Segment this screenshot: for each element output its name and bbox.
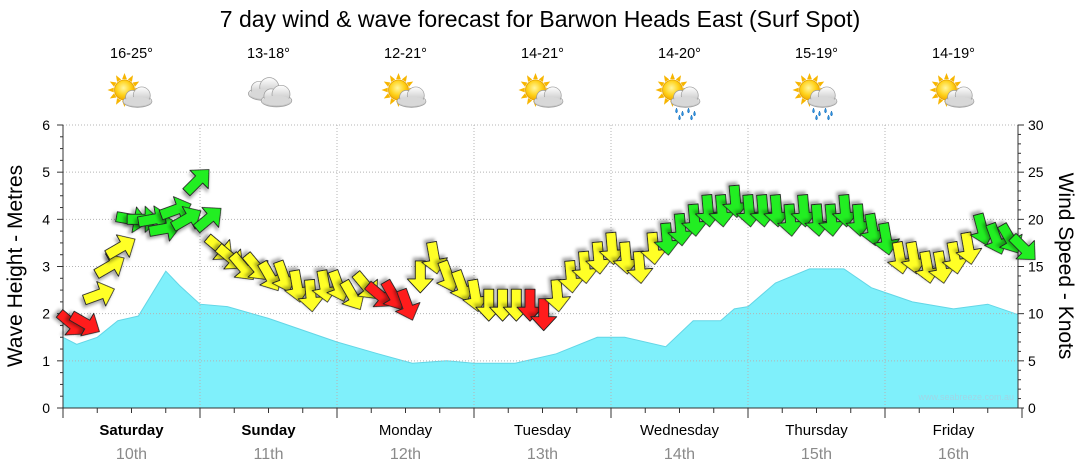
- cloud-shape: [533, 86, 564, 108]
- y-right-tick-label: 10: [1028, 306, 1044, 322]
- wind-arrow-green: [1008, 233, 1036, 261]
- day-name-label: Saturday: [99, 422, 164, 439]
- cloud-icon: [248, 77, 293, 108]
- day-name-label: Monday: [379, 422, 433, 439]
- y-left-tick-label: 6: [42, 117, 50, 133]
- wind-arrow-yellow: [93, 253, 125, 279]
- y-right-tick-label: 30: [1028, 117, 1044, 133]
- y-left-tick-label: 1: [42, 353, 50, 369]
- y-right-tick-label: 0: [1028, 400, 1036, 416]
- day-temperature: 14-19°: [932, 46, 975, 62]
- day-temperature: 13-18°: [247, 46, 290, 62]
- wind-arrow-yellow: [406, 260, 434, 294]
- sun-cloud-icon: [107, 73, 153, 108]
- wave-height-area: [63, 268, 1018, 408]
- wind-arrow-yellow: [955, 231, 983, 265]
- y-right-tick-label: 25: [1028, 164, 1044, 180]
- day-temperature: 12-21°: [384, 46, 427, 62]
- day-temperature: 14-20°: [658, 46, 701, 62]
- day-date-label: 13th: [527, 446, 558, 463]
- y-axis-right-label: Wind Speed - Knots: [1054, 173, 1077, 360]
- y-left-tick-label: 2: [42, 306, 50, 322]
- y-left-tick-label: 3: [42, 259, 50, 275]
- wind-arrow-yellow: [544, 278, 571, 313]
- cloud-shape: [807, 86, 838, 108]
- wind-arrow-yellow: [82, 281, 115, 307]
- wind-arrow-red: [68, 310, 100, 337]
- wind-arrow-red: [530, 298, 558, 332]
- wind-arrow-yellow: [626, 250, 654, 284]
- y-right-tick-label: 15: [1028, 259, 1044, 275]
- day-temperature: 15-19°: [795, 46, 838, 62]
- cloud-shape: [260, 84, 293, 108]
- y-left-tick-label: 4: [42, 211, 50, 227]
- day-name-label: Thursday: [785, 422, 848, 439]
- day-date-label: 15th: [801, 446, 832, 463]
- y-left-tick-label: 0: [42, 400, 50, 416]
- day-name-label: Sunday: [241, 422, 296, 439]
- chart-title: 7 day wind & wave forecast for Barwon He…: [220, 6, 860, 32]
- cloud-shape: [396, 86, 427, 108]
- day-name-label: Tuesday: [514, 422, 571, 439]
- sun-cloud-rain-icon: [792, 73, 838, 121]
- watermark: www.seabreeze.com.au: [917, 392, 1014, 402]
- y-right-tick-label: 20: [1028, 211, 1044, 227]
- rain-drops: [812, 107, 833, 121]
- cloud-shape: [670, 86, 701, 108]
- y-left-tick-label: 5: [42, 164, 50, 180]
- day-temperature: 16-25°: [110, 46, 153, 62]
- day-date-label: 10th: [116, 446, 147, 463]
- day-name-label: Friday: [933, 422, 975, 439]
- wind-arrow-green: [192, 206, 222, 234]
- wind-arrow-red: [395, 287, 421, 321]
- sun-cloud-icon: [518, 73, 564, 108]
- cloud-shape: [122, 86, 153, 108]
- day-date-label: 11th: [254, 446, 284, 463]
- y-axis-left-label: Wave Height - Metres: [4, 165, 27, 367]
- day-date-label: 12th: [390, 446, 421, 463]
- day-name-label: Wednesday: [640, 422, 719, 439]
- rain-drops: [675, 107, 696, 121]
- day-temperature: 14-21°: [521, 46, 564, 62]
- wind-arrow-green: [182, 169, 210, 197]
- y-right-tick-label: 5: [1028, 353, 1036, 369]
- cloud-shape: [944, 86, 975, 108]
- sun-cloud-icon: [381, 73, 427, 108]
- day-date-label: 16th: [938, 446, 969, 463]
- wind-arrow-yellow: [104, 234, 136, 260]
- sun-cloud-icon: [929, 73, 975, 108]
- sun-cloud-rain-icon: [655, 73, 701, 121]
- day-date-label: 14th: [664, 446, 695, 463]
